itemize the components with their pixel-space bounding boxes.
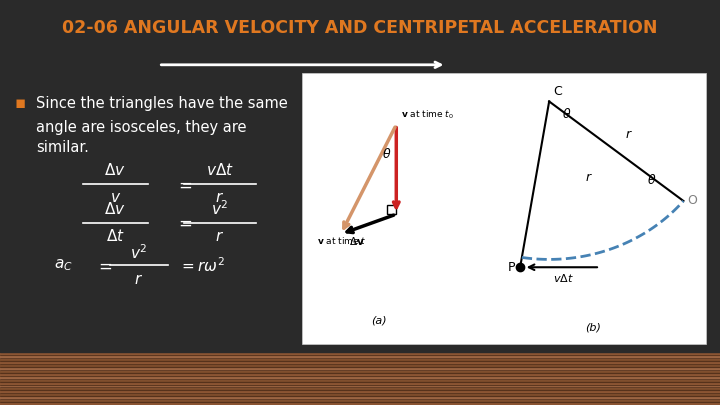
Text: 02-06 ANGULAR VELOCITY AND CENTRIPETAL ACCELERATION: 02-06 ANGULAR VELOCITY AND CENTRIPETAL A…	[62, 19, 658, 37]
Text: $r$: $r$	[215, 228, 224, 244]
Text: $\Delta v$: $\Delta v$	[104, 162, 126, 178]
Text: similar.: similar.	[36, 140, 89, 156]
Bar	[0, 0, 720, 352]
Bar	[0, 399, 720, 402]
Text: C: C	[553, 85, 562, 98]
Bar	[0, 382, 720, 384]
Text: $\Delta t$: $\Delta t$	[106, 228, 125, 244]
Bar	[0, 402, 720, 405]
Bar	[0, 373, 720, 376]
Bar	[0, 379, 720, 382]
Text: angle are isosceles, they are: angle are isosceles, they are	[36, 120, 246, 135]
Text: $\mathbf{v}$ at time $t_0$: $\mathbf{v}$ at time $t_0$	[402, 109, 454, 121]
Text: P: P	[508, 261, 515, 274]
Bar	[0, 361, 720, 364]
Text: $\theta$: $\theta$	[562, 107, 571, 121]
Bar	[0, 352, 720, 355]
Bar	[0, 384, 720, 388]
Text: $=$: $=$	[175, 175, 192, 193]
Text: r: r	[626, 128, 631, 141]
Bar	[0, 367, 720, 370]
Text: $r$: $r$	[215, 190, 224, 205]
Bar	[0, 376, 720, 379]
Bar	[0, 358, 720, 361]
Text: $=$: $=$	[95, 256, 112, 274]
Bar	[0, 355, 720, 358]
Text: $\theta$: $\theta$	[647, 173, 657, 188]
Bar	[0, 364, 720, 367]
Text: $\Delta v$: $\Delta v$	[104, 200, 126, 217]
Text: $v\Delta t$: $v\Delta t$	[553, 272, 574, 284]
Bar	[0, 393, 720, 396]
Text: $v^2$: $v^2$	[211, 199, 228, 218]
Text: r: r	[585, 171, 590, 184]
Text: $\Delta\mathbf{v}$: $\Delta\mathbf{v}$	[348, 235, 364, 247]
Text: $r$: $r$	[135, 272, 143, 287]
Text: $= r\omega^2$: $= r\omega^2$	[179, 256, 225, 275]
Text: $\theta$: $\theta$	[382, 147, 392, 161]
Bar	[0, 390, 720, 393]
Text: Since the triangles have the same: Since the triangles have the same	[36, 96, 288, 111]
Bar	[302, 73, 706, 344]
Text: O: O	[687, 194, 697, 207]
Text: $=$: $=$	[175, 214, 192, 232]
Bar	[387, 205, 396, 214]
Text: (b): (b)	[585, 322, 600, 332]
Bar	[0, 388, 720, 390]
Text: (a): (a)	[371, 315, 387, 326]
Text: ▪: ▪	[14, 94, 26, 112]
Text: $v^2$: $v^2$	[130, 243, 148, 262]
Text: $v$: $v$	[109, 190, 121, 205]
Text: $v\Delta t$: $v\Delta t$	[206, 162, 233, 178]
Text: $a_C$: $a_C$	[54, 258, 73, 273]
Text: $\mathbf{v}$ at time $t$: $\mathbf{v}$ at time $t$	[317, 235, 366, 246]
Bar	[0, 370, 720, 373]
Bar	[0, 396, 720, 399]
